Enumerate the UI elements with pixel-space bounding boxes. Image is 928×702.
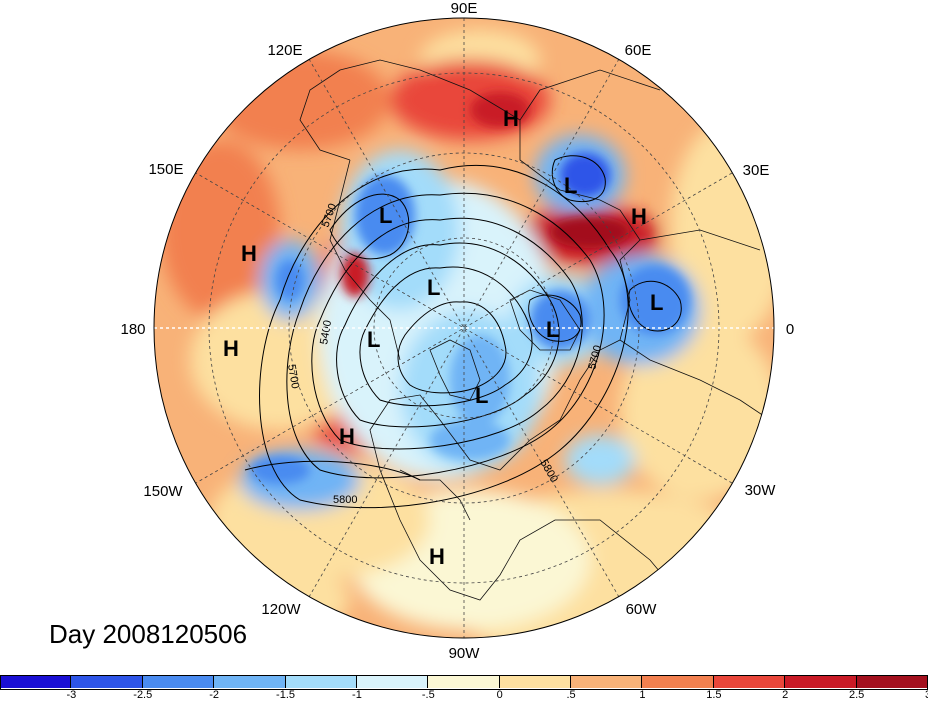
graticule [154, 18, 774, 638]
low-center: L [564, 173, 577, 198]
lon-label-30e: 30E [743, 162, 770, 179]
colorbar: -3 -2.5 -2 -1.5 -1 -.5 0 .5 1 1.5 2 2.5 3 [0, 675, 928, 702]
colorbar-swatch [285, 675, 357, 688]
high-center: H [223, 336, 239, 361]
contour-label: 5700 [285, 363, 301, 389]
contour-label: 5800 [333, 494, 357, 506]
colorbar-swatch [214, 675, 286, 688]
colorbar-tick-label: 1 [639, 689, 646, 701]
high-center: H [241, 241, 257, 266]
high-center: H [631, 204, 647, 229]
colorbar-swatch [642, 675, 714, 688]
colorbar-swatch [713, 675, 786, 688]
colorbar-swatch [71, 675, 143, 688]
lon-label-60e: 60E [625, 42, 652, 59]
colorbar-tick-label: -1 [352, 689, 362, 701]
lon-label-120w: 120W [261, 601, 301, 618]
high-center: H [503, 106, 519, 131]
colorbar-tick-label: 2.5 [848, 689, 865, 701]
high-center: H [429, 544, 445, 569]
low-center: L [379, 203, 392, 228]
colorbar-tick-label: -2 [209, 689, 220, 701]
coastlines [299, 59, 771, 621]
colorbar-tick-label: -1.5 [276, 689, 296, 701]
colorbar-tick-label: 2 [782, 689, 789, 701]
contour-label: 5400 [318, 319, 334, 345]
pressure-centers: H L H L L H H L L L L H H [223, 106, 663, 569]
colorbar-swatch [142, 675, 215, 688]
lon-label-90w: 90W [449, 645, 481, 662]
colorbar-frame [0, 675, 928, 690]
low-center: L [546, 317, 559, 342]
colorbar-swatch [785, 675, 857, 688]
colorbar-tick-label: 3 [925, 689, 928, 701]
lon-label-30w: 30W [745, 482, 777, 499]
day-label: Day 2008120506 [49, 619, 248, 649]
colorbar-swatch [571, 675, 643, 688]
colorbar-tick-label: 0 [496, 689, 503, 701]
height-contours [244, 155, 682, 509]
colorbar-swatch [0, 675, 72, 688]
lon-label-180: 180 [120, 321, 145, 338]
high-center: H [339, 424, 355, 449]
colorbar-tick-label: -3 [66, 689, 77, 701]
anomaly-field [154, 18, 774, 638]
colorbar-tick-label: -.5 [421, 689, 435, 701]
lon-label-60w: 60W [626, 601, 658, 618]
lon-label-90e: 90E [451, 0, 478, 17]
low-center: L [475, 383, 488, 408]
low-center: L [427, 275, 440, 300]
colorbar-tick-label: 1.5 [706, 689, 722, 701]
lon-label-150w: 150W [143, 483, 183, 500]
low-center: L [650, 290, 663, 315]
low-center: L [367, 327, 380, 352]
longitude-labels: 90E 60E 30E 0 30W 60W 90W 120W 150W 180 … [120, 0, 794, 662]
lon-label-150e: 150E [148, 161, 183, 178]
colorbar-swatch [356, 675, 429, 688]
polar-stereographic-map: 5700 5400 5700 5700 5800 5800 H L H L L … [120, 0, 794, 662]
lon-label-120e: 120E [267, 42, 302, 59]
colorbar-tick-label: .5 [566, 689, 576, 701]
colorbar-tick-label: -2.5 [133, 689, 153, 701]
map-boundary [153, 17, 775, 639]
colorbar-swatch [428, 675, 500, 688]
lon-label-0: 0 [786, 321, 794, 338]
colorbar-swatch [499, 675, 572, 688]
